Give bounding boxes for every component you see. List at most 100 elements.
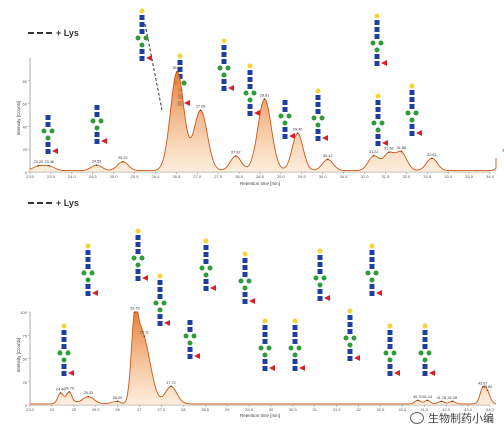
- x-tick-label: 28.5: [201, 407, 210, 412]
- peak-label: 23.20: [34, 160, 44, 164]
- glycan-structure-icon: [183, 320, 200, 359]
- x-tick-label: 32: [356, 407, 361, 412]
- glycan-structure-icon: [41, 115, 58, 154]
- x-tick-label: 27: [137, 407, 142, 412]
- peak-point: [388, 151, 390, 153]
- y-tick-label: 75: [23, 333, 28, 338]
- peak-label: 31.58: [384, 147, 394, 151]
- peak-point: [400, 150, 403, 153]
- x-tick-label: 23.0: [26, 174, 35, 179]
- x-tick-label: 41.0: [420, 407, 429, 412]
- y-tick-label: 80: [23, 79, 28, 84]
- peak-point: [481, 385, 484, 388]
- chart-1: 0 20 40 60 80 23.0 23.5 24.0 24.5 25.0 25.5 26.0 26.…: [16, 58, 504, 186]
- peak-point: [486, 389, 489, 392]
- y-tick-label: 0: [25, 170, 28, 175]
- x-tick-label: 25.5: [92, 407, 101, 412]
- peak-point: [199, 109, 202, 112]
- x-tick-label: 32.5: [423, 174, 432, 179]
- x-axis-label: Retention time [min]: [240, 413, 280, 418]
- peak-label: 34.40: [502, 148, 504, 152]
- legend-label: + Lys: [56, 28, 79, 38]
- x-tick-label: 23.0: [26, 407, 35, 412]
- trace-area: [30, 71, 496, 172]
- peak-label: 28.61: [260, 94, 270, 98]
- peak-label: 25.22: [118, 156, 128, 160]
- glycan-structure-icon: [278, 100, 295, 139]
- legend-dash-icon: [28, 32, 52, 34]
- y-tick-label: 0: [25, 403, 28, 408]
- x-tick-label: 28.0: [235, 174, 244, 179]
- x-tick-label: 32.5: [377, 407, 386, 412]
- peak-label: 24.79: [64, 386, 74, 390]
- peak-label: 41.14: [423, 395, 433, 399]
- x-axis-label: Retention time [min]: [240, 181, 280, 186]
- peak-label: 41.78: [437, 396, 447, 400]
- peak-label: 32.61: [427, 153, 437, 157]
- trace-line: [30, 311, 497, 405]
- peak-label: 27.72: [166, 381, 176, 385]
- x-tick-label: 26.5: [172, 174, 181, 179]
- x-tick-label: 24.0: [68, 174, 77, 179]
- peak-label: 23.46: [44, 160, 54, 164]
- trace-line: [29, 71, 497, 172]
- y-tick-label: 40: [23, 124, 28, 129]
- peak-point: [431, 157, 433, 160]
- glycan-structure-icon: [217, 38, 234, 91]
- peak-label: 30.12: [323, 154, 333, 158]
- legend-bottom: + Lys: [28, 198, 79, 208]
- peak-point: [59, 391, 62, 394]
- glycan-structure-icon: [343, 308, 360, 361]
- x-tick-label: 30.5: [289, 407, 298, 412]
- peak-label: 26.52: [172, 66, 182, 70]
- glycan-structure-icon: [313, 248, 330, 301]
- y-tick-label: 100: [20, 310, 27, 315]
- wechat-icon: [410, 412, 424, 424]
- x-tick-label: 23.5: [47, 174, 56, 179]
- y-tick-label: 20: [23, 147, 28, 152]
- x-tick-label: 30.5: [340, 174, 349, 179]
- x-tick-label: 27.5: [214, 174, 223, 179]
- x-tick-label: 27.5: [158, 407, 167, 412]
- peak-point: [134, 311, 136, 313]
- peak-point: [426, 399, 429, 402]
- legend-top: + Lys: [28, 28, 79, 38]
- peak-point: [116, 400, 119, 403]
- peak-label: 25.33: [84, 391, 94, 395]
- peak-label: 27.11: [140, 331, 149, 335]
- x-tick-label: 24: [50, 407, 55, 412]
- x-tick-label: 28.5: [256, 174, 265, 179]
- glycan-structure-icon: [365, 243, 382, 296]
- peak-point: [372, 154, 375, 157]
- y-tick-label: 50: [23, 357, 28, 362]
- glycan-structure-icon: [371, 93, 388, 146]
- x-tick-label: 31.5: [382, 174, 391, 179]
- peak-label: 26.79: [130, 307, 140, 311]
- x-tick-label: 44.0: [486, 407, 495, 412]
- glycan-structure-icon: [405, 83, 422, 136]
- peak-label: 43.67: [478, 381, 488, 385]
- x-tick-label: 40.0: [398, 407, 407, 412]
- y-tick-label: 25: [23, 380, 28, 385]
- x-tick-label: 25: [72, 407, 77, 412]
- glycan-structure-icon: [258, 318, 275, 371]
- watermark: 生物制药小编: [410, 410, 494, 426]
- x-tick-label: 25.0: [110, 174, 119, 179]
- x-tick-label: 33.0: [444, 174, 453, 179]
- glycan-structure-icon: [90, 105, 107, 144]
- x-tick-label: 24.5: [89, 174, 98, 179]
- peak-point: [37, 164, 40, 167]
- chart-2: 0 25 50 75 100 23.0 24 25 25.5 26 27 27.5 28 28.5 29 29…: [16, 307, 497, 418]
- peak-label: 24.40: [56, 387, 66, 391]
- x-tick-label: 27.0: [193, 174, 202, 179]
- glycan-structure-icon: [153, 273, 170, 326]
- x-tick-label: 43.0: [464, 407, 473, 412]
- peak-point: [68, 391, 71, 393]
- legend-label: + Lys: [56, 198, 79, 208]
- x-tick-label: 31.5: [333, 407, 342, 412]
- x-tick-label: 29.5: [245, 407, 254, 412]
- x-tick-label: 29.5: [298, 174, 307, 179]
- glycan-structure-icon: [370, 13, 387, 66]
- peak-label: 31.88: [397, 146, 407, 150]
- y-axis-label: Intensity [Counts]: [16, 338, 21, 373]
